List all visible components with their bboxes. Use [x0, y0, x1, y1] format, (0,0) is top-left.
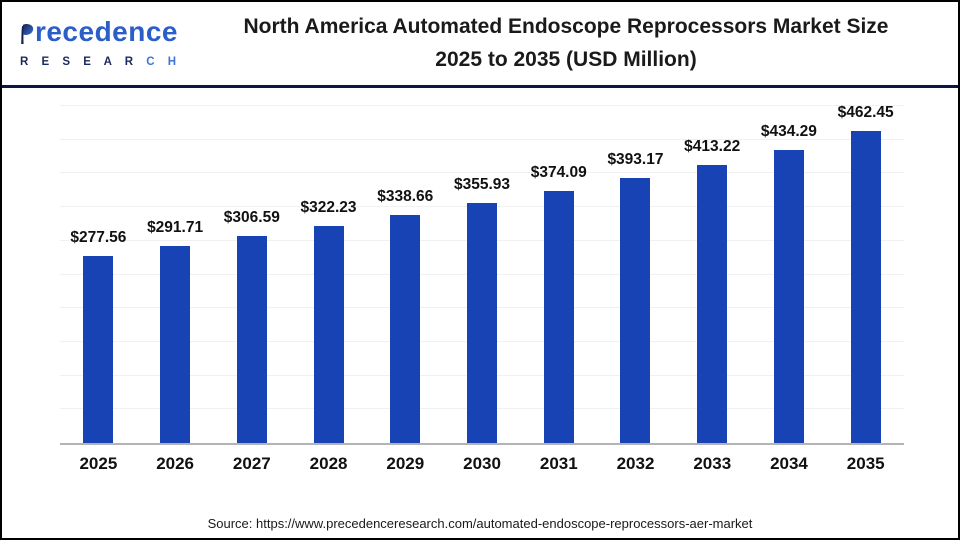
bar-value-label: $434.29	[760, 123, 817, 141]
source-text: Source: https://www.precedenceresearch.c…	[207, 516, 753, 531]
x-axis-label: 2030	[463, 454, 501, 473]
bar-value-label: $393.17	[607, 151, 664, 169]
bar-value-label: $413.22	[684, 137, 741, 155]
bar-2033	[697, 164, 728, 443]
plot-area: $277.56 $291.71 $306.59 $322.23 $338.66 $355.…	[60, 104, 904, 445]
brand-subtitle: R E S E A R C H	[20, 56, 178, 68]
x-axis-labels: 2025 2026 2027 2028 2029 2030 2031 2032 2033 2034…	[60, 454, 904, 484]
brand-logo: recedence R E S E A R C H	[18, 14, 178, 69]
brand-logo-top: recedence	[18, 14, 178, 54]
x-axis-label: 2025	[79, 454, 118, 473]
header: recedence R E S E A R C H North America …	[2, 2, 958, 88]
x-axis-label: 2035	[846, 454, 885, 473]
bar-2030	[467, 203, 497, 443]
x-axis-label: 2034	[770, 454, 808, 473]
brand-subtitle-dark: R E S E A R	[20, 56, 139, 68]
bar-value-label: $355.93	[453, 176, 511, 194]
gridline	[60, 138, 904, 140]
x-axis-label: 2031	[539, 454, 578, 473]
x-axis-label: 2026	[156, 454, 195, 473]
bar-2025	[83, 255, 114, 443]
bar-value-label: $462.45	[837, 104, 894, 122]
bar-2031	[543, 190, 574, 443]
gridline	[60, 172, 904, 174]
source-line: Source: https://www.precedenceresearch.c…	[2, 516, 958, 531]
bar-2029	[390, 214, 421, 443]
gridline	[60, 105, 904, 106]
brand-name: recedence	[34, 16, 178, 47]
x-axis-label: 2028	[309, 454, 348, 473]
bar-value-label: $277.56	[70, 228, 127, 246]
chart-title-line2: 2025 to 2035 (USD Million)	[435, 47, 697, 71]
chart-title-line1: North America Automated Endoscope Reproc…	[243, 14, 889, 38]
x-axis-label: 2032	[616, 454, 655, 473]
bar-2034	[773, 150, 804, 443]
chart-title: North America Automated Endoscope Reproc…	[174, 11, 958, 76]
bar-value-label: $338.66	[377, 187, 434, 205]
bar-2026	[160, 246, 191, 443]
x-axis-label: 2029	[386, 454, 425, 473]
bar-2035	[850, 131, 881, 443]
bar-value-label: $306.59	[223, 209, 280, 227]
bar-2027	[236, 236, 267, 443]
bar-value-label: $374.09	[530, 163, 587, 181]
x-axis-label: 2027	[232, 454, 271, 473]
bar-value-label: $322.23	[300, 198, 357, 216]
x-axis-label: 2033	[693, 454, 732, 473]
bar-2028	[313, 225, 344, 443]
brand-subtitle-light: C H	[146, 56, 182, 68]
precedence-p-icon	[21, 24, 34, 44]
bar-value-label: $291.71	[147, 219, 204, 237]
bar-2032	[620, 178, 651, 443]
